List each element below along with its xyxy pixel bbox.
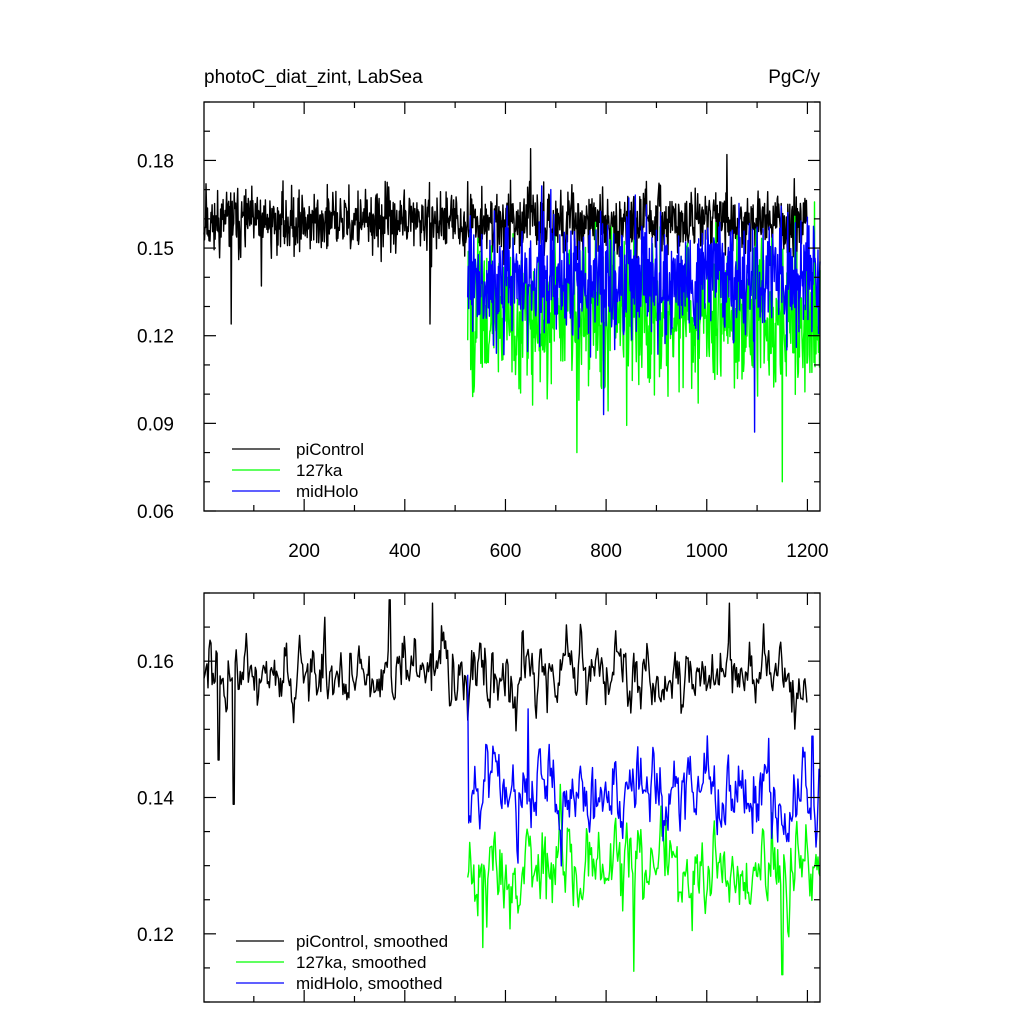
y-tick-label: 0.16 [137, 652, 174, 673]
series-line-midholo [467, 185, 821, 433]
chart-title: photoC_diat_zint, LabSea [204, 67, 423, 88]
x-tick-label: 800 [590, 541, 622, 562]
legend-label-picontrol-smoothed: piControl, smoothed [296, 932, 448, 951]
x-tick-label: 600 [490, 541, 522, 562]
series-line-picontrol [203, 147, 809, 325]
y-tick-label: 0.12 [137, 327, 174, 348]
series-line-picontrol-smoothed [203, 599, 808, 805]
series-line-127ka-smoothed [467, 783, 821, 976]
legend-label-127ka: 127ka [296, 461, 343, 480]
y-tick-label: 0.06 [137, 502, 174, 523]
x-tick-label: 1000 [686, 541, 728, 562]
x-tick-label: 200 [288, 541, 320, 562]
x-tick-label: 1200 [786, 541, 828, 562]
top-legend: piControl 127ka midHolo [232, 440, 364, 501]
units-label: PgC/y [768, 67, 820, 88]
bottom-panel: 0.12 0.14 0.16 piControl, smoothed 127ka, … [137, 592, 821, 1003]
y-tick-label: 0.14 [137, 789, 174, 810]
y-tick-label: 0.15 [137, 239, 174, 260]
top-panel: photoC_diat_zint, LabSea PgC/y 200 400 600… [137, 67, 829, 562]
y-tick-label: 0.18 [137, 151, 174, 172]
legend-label-picontrol: piControl [296, 440, 364, 459]
legend-label-midholo-smoothed: midHolo, smoothed [296, 974, 442, 993]
top-series-lines [203, 147, 821, 483]
y-tick-label: 0.09 [137, 414, 174, 435]
bottom-series-lines [203, 599, 821, 976]
legend-label-127ka-smoothed: 127ka, smoothed [296, 953, 426, 972]
x-tick-label: 400 [389, 541, 421, 562]
top-axis-ticks: 200 400 600 800 1000 1200 0.06 0.09 0.12 0.15 0.18 [137, 101, 829, 562]
legend-label-midholo: midHolo [296, 482, 358, 501]
y-tick-label: 0.12 [137, 925, 174, 946]
bottom-axis-ticks: 0.12 0.14 0.16 [137, 592, 820, 1003]
series-line-midholo-smoothed [467, 674, 821, 867]
bottom-legend: piControl, smoothed 127ka, smoothed midH… [236, 932, 448, 993]
